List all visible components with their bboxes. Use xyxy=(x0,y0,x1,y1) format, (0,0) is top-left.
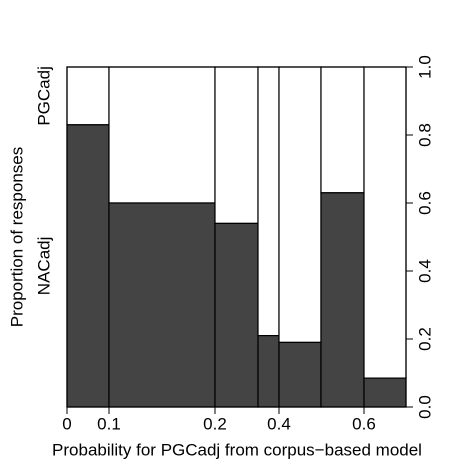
bar-upper xyxy=(363,66,407,379)
y-tick-label: 0.2 xyxy=(415,327,434,351)
level-label: NACadj xyxy=(34,237,53,296)
x-tick-label: 0.6 xyxy=(352,414,376,433)
y-axis-title: Proportion of responses xyxy=(7,147,26,328)
y-tick-label: 0.0 xyxy=(415,395,434,419)
bar-upper xyxy=(66,66,110,126)
x-tick-label: 0.1 xyxy=(97,414,121,433)
plot-frame xyxy=(66,66,407,408)
bar xyxy=(363,377,407,408)
bar-upper xyxy=(214,66,259,224)
bar xyxy=(278,341,322,408)
bar xyxy=(320,192,365,408)
bar xyxy=(257,335,280,408)
x-axis-title: Probability for PGCadj from corpus−based… xyxy=(52,440,422,459)
level-label: PGCadj xyxy=(34,66,53,126)
y-tick-label: 0.4 xyxy=(415,259,434,283)
bar-upper xyxy=(108,66,216,204)
y-tick-label: 0.8 xyxy=(415,123,434,147)
x-tick-label: 0.4 xyxy=(267,414,291,433)
bar-upper xyxy=(320,66,365,194)
x-tick-label: 0.2 xyxy=(203,414,227,433)
y-tick-label: 0.6 xyxy=(415,191,434,215)
bar xyxy=(66,124,110,408)
bar xyxy=(108,202,216,408)
x-tick-label: 0 xyxy=(62,414,71,433)
bar-upper xyxy=(257,66,280,337)
y-tick-label: 1.0 xyxy=(415,55,434,79)
bar xyxy=(214,222,259,408)
bar-upper xyxy=(278,66,322,343)
